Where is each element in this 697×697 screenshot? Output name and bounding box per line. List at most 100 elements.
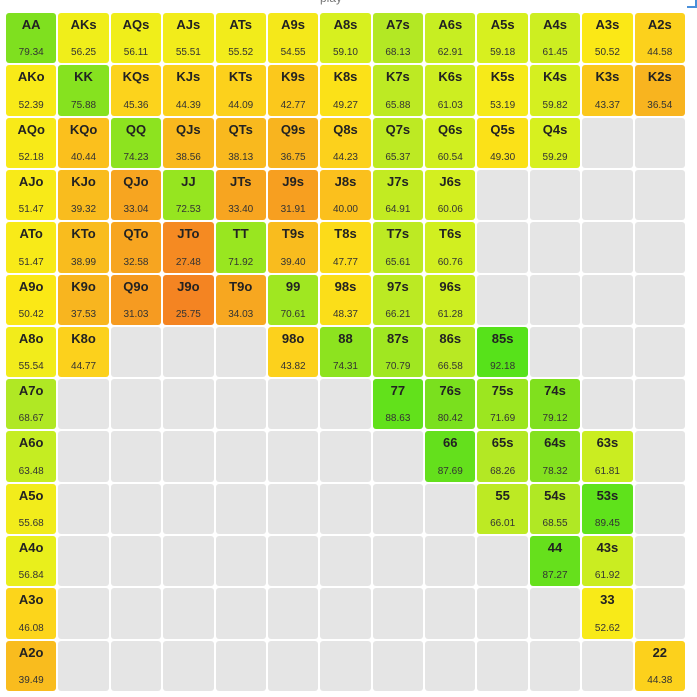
hand-cell-98s[interactable]: 98s 48.37 bbox=[320, 274, 371, 325]
hand-cell-t7s[interactable]: T7s 65.61 bbox=[372, 222, 424, 273]
hand-label: K2s bbox=[647, 69, 672, 85]
hand-cell-qts[interactable]: QTs 38.13 bbox=[215, 117, 266, 168]
hand-cell-q5s[interactable]: Q5s 49.30 bbox=[477, 117, 528, 168]
hand-cell-a9s[interactable]: A9s 54.55 bbox=[267, 13, 319, 64]
hand-cell-j6s[interactable]: J6s 60.06 bbox=[425, 169, 476, 221]
hand-cell-87s[interactable]: 87s 70.79 bbox=[372, 326, 424, 378]
hand-cell-j7s[interactable]: J7s 64.91 bbox=[372, 169, 424, 221]
hand-cell-43s[interactable]: 43s 61.92 bbox=[582, 536, 633, 587]
hand-cell-k2s[interactable]: K2s 36.54 bbox=[634, 65, 685, 116]
hand-cell-q6s[interactable]: Q6s 60.54 bbox=[425, 117, 476, 168]
hand-cell-empty bbox=[215, 379, 266, 430]
hand-cell-a5s[interactable]: A5s 59.18 bbox=[477, 13, 528, 64]
hand-cell-q7s[interactable]: Q7s 65.37 bbox=[372, 117, 424, 168]
hand-cell-k9o[interactable]: K9o 37.53 bbox=[58, 274, 109, 325]
hand-cell-k6s[interactable]: K6s 61.03 bbox=[425, 65, 476, 116]
hand-cell-q9o[interactable]: Q9o 31.03 bbox=[110, 274, 162, 325]
hand-cell-a3s[interactable]: A3s 50.52 bbox=[582, 13, 633, 64]
hand-cell-k9s[interactable]: K9s 42.77 bbox=[267, 65, 319, 116]
hand-cell-aa[interactable]: AA 79.34 bbox=[6, 13, 57, 64]
hand-cell-88[interactable]: 88 74.31 bbox=[320, 326, 371, 378]
hand-cell-kk[interactable]: KK 75.88 bbox=[58, 65, 109, 116]
hand-cell-aks[interactable]: AKs 56.25 bbox=[58, 13, 109, 64]
hand-cell-j9s[interactable]: J9s 31.91 bbox=[267, 169, 319, 221]
hand-cell-k5s[interactable]: K5s 53.19 bbox=[477, 65, 528, 116]
hand-cell-aqs[interactable]: AQs 56.11 bbox=[110, 13, 162, 64]
hand-cell-jts[interactable]: JTs 33.40 bbox=[215, 169, 266, 221]
hand-cell-33[interactable]: 33 52.62 bbox=[582, 588, 633, 639]
hand-cell-qjo[interactable]: QJo 33.04 bbox=[110, 169, 162, 221]
hand-cell-a3o[interactable]: A3o 46.08 bbox=[6, 588, 57, 639]
hand-cell-ako[interactable]: AKo 52.39 bbox=[6, 65, 57, 116]
hand-cell-aqo[interactable]: AQo 52.18 bbox=[6, 117, 57, 168]
hand-cell-k8o[interactable]: K8o 44.77 bbox=[58, 326, 109, 378]
hand-cell-a7o[interactable]: A7o 68.67 bbox=[6, 379, 57, 430]
hand-cell-k3s[interactable]: K3s 43.37 bbox=[582, 65, 633, 116]
hand-cell-qto[interactable]: QTo 32.58 bbox=[110, 222, 162, 273]
hand-cell-qjs[interactable]: QJs 38.56 bbox=[163, 117, 214, 168]
hand-cell-k4s[interactable]: K4s 59.82 bbox=[529, 65, 581, 116]
hand-cell-a6s[interactable]: A6s 62.91 bbox=[425, 13, 476, 64]
hand-cell-a8o[interactable]: A8o 55.54 bbox=[6, 326, 57, 378]
hand-cell-96s[interactable]: 96s 61.28 bbox=[425, 274, 476, 325]
hand-cell-ajo[interactable]: AJo 51.47 bbox=[6, 169, 57, 221]
hand-cell-j8s[interactable]: J8s 40.00 bbox=[320, 169, 371, 221]
hand-cell-74s[interactable]: 74s 79.12 bbox=[529, 379, 581, 430]
hand-cell-qq[interactable]: QQ 74.23 bbox=[110, 117, 162, 168]
hand-cell-a8s[interactable]: A8s 59.10 bbox=[320, 13, 371, 64]
hand-cell-jj[interactable]: JJ 72.53 bbox=[163, 169, 214, 221]
hand-cell-jto[interactable]: JTo 27.48 bbox=[163, 222, 214, 273]
hand-cell-77[interactable]: 77 88.63 bbox=[372, 379, 424, 430]
hand-cell-ajs[interactable]: AJs 55.51 bbox=[163, 13, 214, 64]
hand-cell-t9o[interactable]: T9o 34.03 bbox=[215, 274, 266, 325]
hand-cell-53s[interactable]: 53s 89.45 bbox=[582, 483, 633, 535]
hand-cell-q9s[interactable]: Q9s 36.75 bbox=[267, 117, 319, 168]
hand-cell-22[interactable]: 22 44.38 bbox=[634, 640, 685, 691]
hand-cell-99[interactable]: 99 70.61 bbox=[267, 274, 319, 325]
hand-cell-a7s[interactable]: A7s 68.13 bbox=[372, 13, 424, 64]
hand-label: 86s bbox=[439, 330, 462, 346]
hand-cell-kqo[interactable]: KQo 40.44 bbox=[58, 117, 109, 168]
hand-cell-j9o[interactable]: J9o 25.75 bbox=[163, 274, 214, 325]
hand-cell-a2o[interactable]: A2o 39.49 bbox=[6, 640, 57, 691]
hand-cell-kjo[interactable]: KJo 39.32 bbox=[58, 169, 109, 221]
hand-cell-76s[interactable]: 76s 80.42 bbox=[425, 379, 476, 430]
hand-cell-empty bbox=[320, 640, 371, 691]
hand-cell-kqs[interactable]: KQs 45.36 bbox=[110, 65, 162, 116]
hand-cell-t8s[interactable]: T8s 47.77 bbox=[320, 222, 371, 273]
hand-cell-a6o[interactable]: A6o 63.48 bbox=[6, 431, 57, 482]
hand-cell-k8s[interactable]: K8s 49.27 bbox=[320, 65, 371, 116]
hand-cell-86s[interactable]: 86s 66.58 bbox=[425, 326, 476, 378]
hand-cell-a4o[interactable]: A4o 56.84 bbox=[6, 536, 57, 587]
hand-cell-q8s[interactable]: Q8s 44.23 bbox=[320, 117, 371, 168]
expand-icon[interactable] bbox=[687, 0, 697, 8]
hand-cell-t9s[interactable]: T9s 39.40 bbox=[267, 222, 319, 273]
hand-cell-q4s[interactable]: Q4s 59.29 bbox=[529, 117, 581, 168]
hand-cell-65s[interactable]: 65s 68.26 bbox=[477, 431, 528, 482]
hand-cell-85s[interactable]: 85s 92.18 bbox=[477, 326, 528, 378]
hand-cell-64s[interactable]: 64s 78.32 bbox=[529, 431, 581, 482]
hand-cell-98o[interactable]: 98o 43.82 bbox=[267, 326, 319, 378]
hand-cell-a2s[interactable]: A2s 44.58 bbox=[634, 13, 685, 64]
hand-cell-55[interactable]: 55 66.01 bbox=[477, 483, 528, 535]
hand-cell-a4s[interactable]: A4s 61.45 bbox=[529, 13, 581, 64]
hand-cell-54s[interactable]: 54s 68.55 bbox=[529, 483, 581, 535]
equity-value: 80.42 bbox=[437, 413, 463, 425]
hand-cell-a5o[interactable]: A5o 55.68 bbox=[6, 483, 57, 535]
hand-cell-kto[interactable]: KTo 38.99 bbox=[58, 222, 109, 273]
hand-cell-ato[interactable]: ATo 51.47 bbox=[6, 222, 57, 273]
equity-value: 60.54 bbox=[437, 151, 463, 163]
hand-cell-tt[interactable]: TT 71.92 bbox=[215, 222, 266, 273]
hand-cell-66[interactable]: 66 87.69 bbox=[425, 431, 476, 482]
hand-cell-t6s[interactable]: T6s 60.76 bbox=[425, 222, 476, 273]
hand-cell-97s[interactable]: 97s 66.21 bbox=[372, 274, 424, 325]
hand-cell-63s[interactable]: 63s 61.81 bbox=[582, 431, 633, 482]
hand-cell-k7s[interactable]: K7s 65.88 bbox=[372, 65, 424, 116]
hand-cell-44[interactable]: 44 87.27 bbox=[529, 536, 581, 587]
hand-cell-a9o[interactable]: A9o 50.42 bbox=[6, 274, 57, 325]
hand-cell-75s[interactable]: 75s 71.69 bbox=[477, 379, 528, 430]
hand-cell-kts[interactable]: KTs 44.09 bbox=[215, 65, 266, 116]
hand-cell-kjs[interactable]: KJs 44.39 bbox=[163, 65, 214, 116]
equity-value: 59.18 bbox=[490, 47, 516, 59]
hand-cell-ats[interactable]: ATs 55.52 bbox=[215, 13, 266, 64]
